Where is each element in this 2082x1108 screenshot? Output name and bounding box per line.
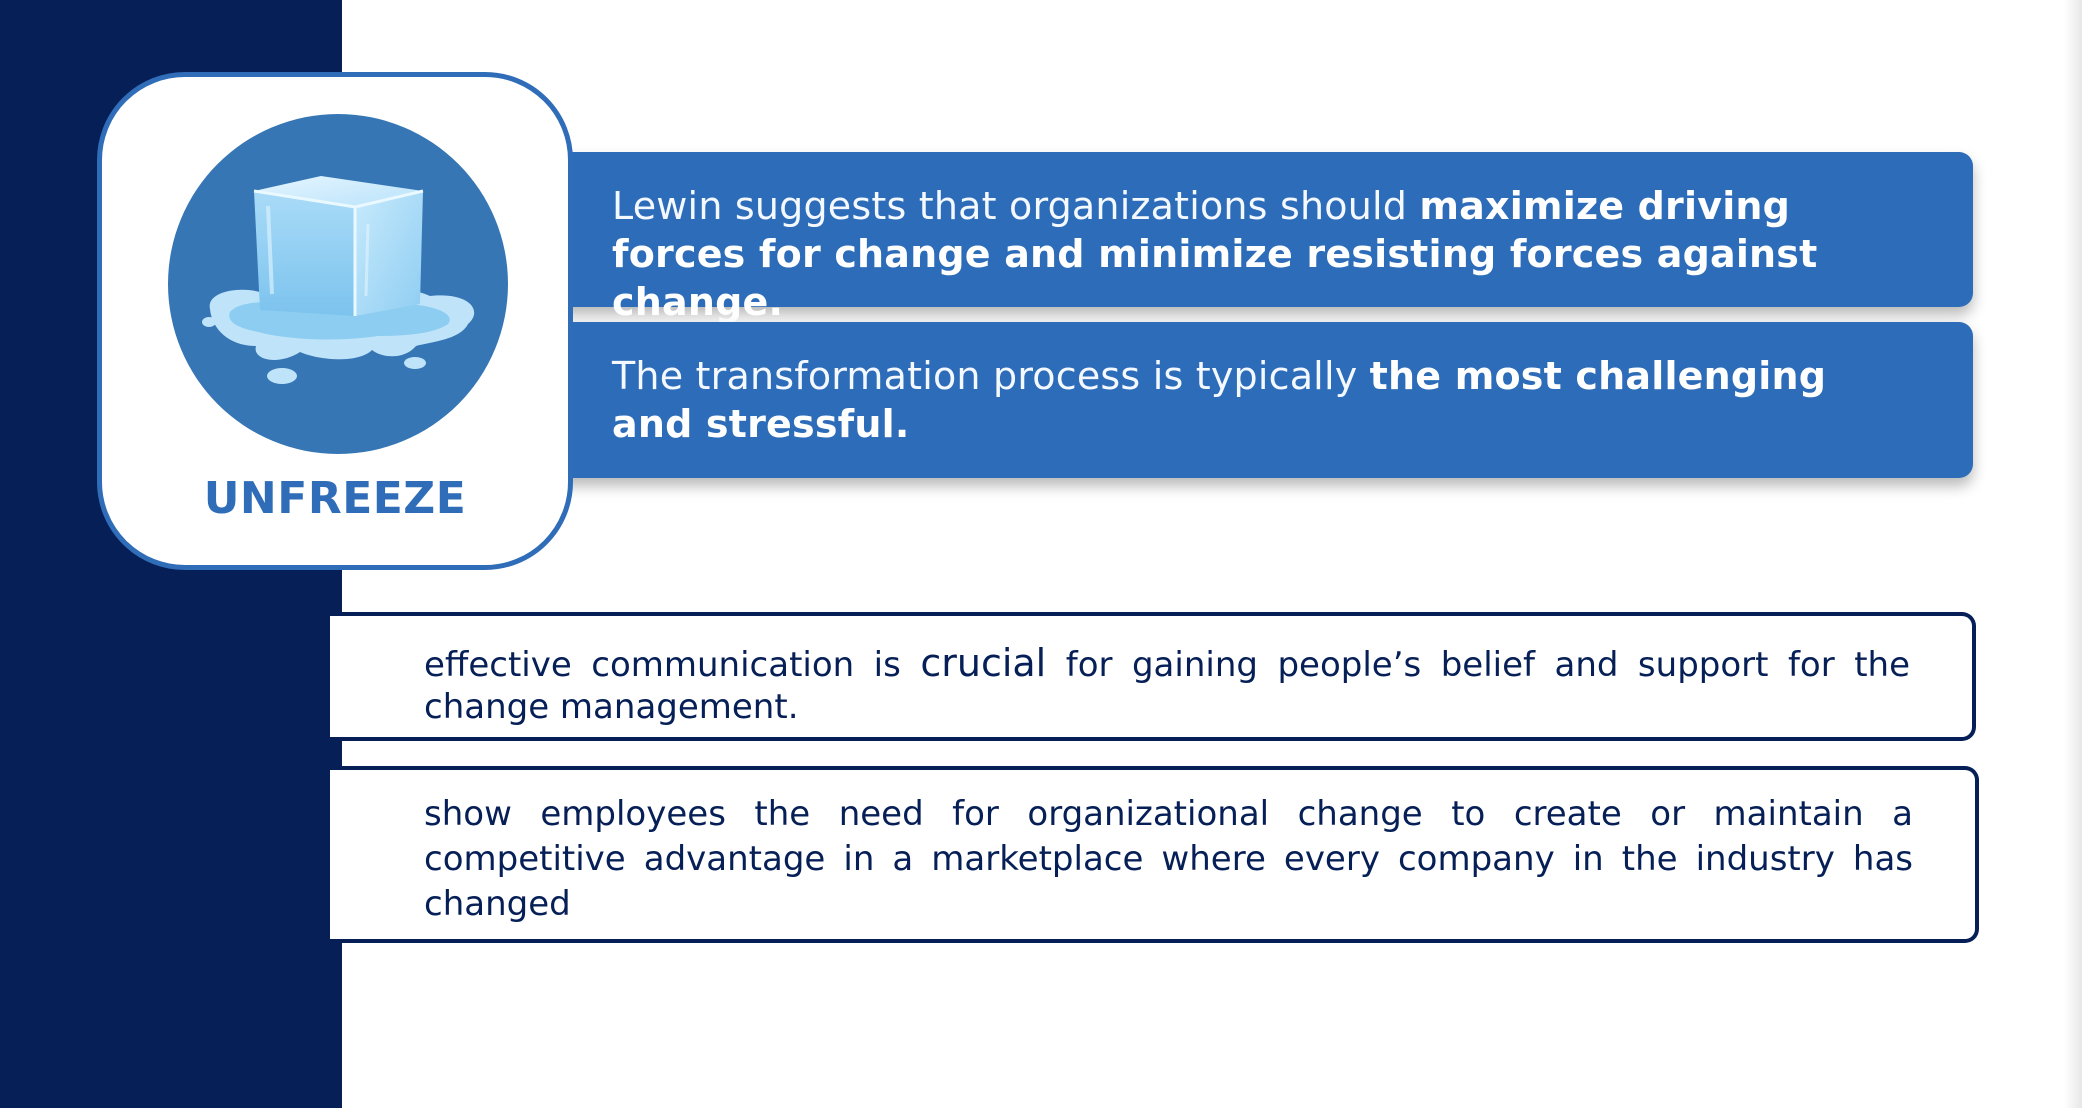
melting-ice-cube-icon	[168, 114, 508, 454]
callout-text: The transformation process is typically	[612, 354, 1370, 398]
info-text: for gaining people’s belief and support …	[424, 645, 1910, 727]
callout-transformation: The transformation process is typically …	[540, 322, 1973, 478]
callout-text: Lewin suggests that organizations should	[612, 184, 1420, 228]
info-text: show employees the need for organization…	[424, 794, 1913, 924]
right-edge-shade	[2064, 0, 2082, 1108]
info-box-communication: effective communication is crucial for g…	[330, 612, 1976, 741]
callout-text-bold: the most challenging and stressful.	[612, 354, 1827, 446]
card-title: UNFREEZE	[203, 473, 467, 524]
callout-driving-forces: Lewin suggests that organizations should…	[540, 152, 1973, 324]
info-box-competitive-advantage: show employees the need for organization…	[330, 766, 1979, 943]
info-text-emphasis: crucial	[920, 641, 1047, 685]
info-text: effective communication is	[424, 645, 921, 685]
callout-text-bold: maximize driving forces for change and m…	[612, 184, 1818, 324]
unfreeze-card: UNFREEZE	[97, 72, 573, 570]
